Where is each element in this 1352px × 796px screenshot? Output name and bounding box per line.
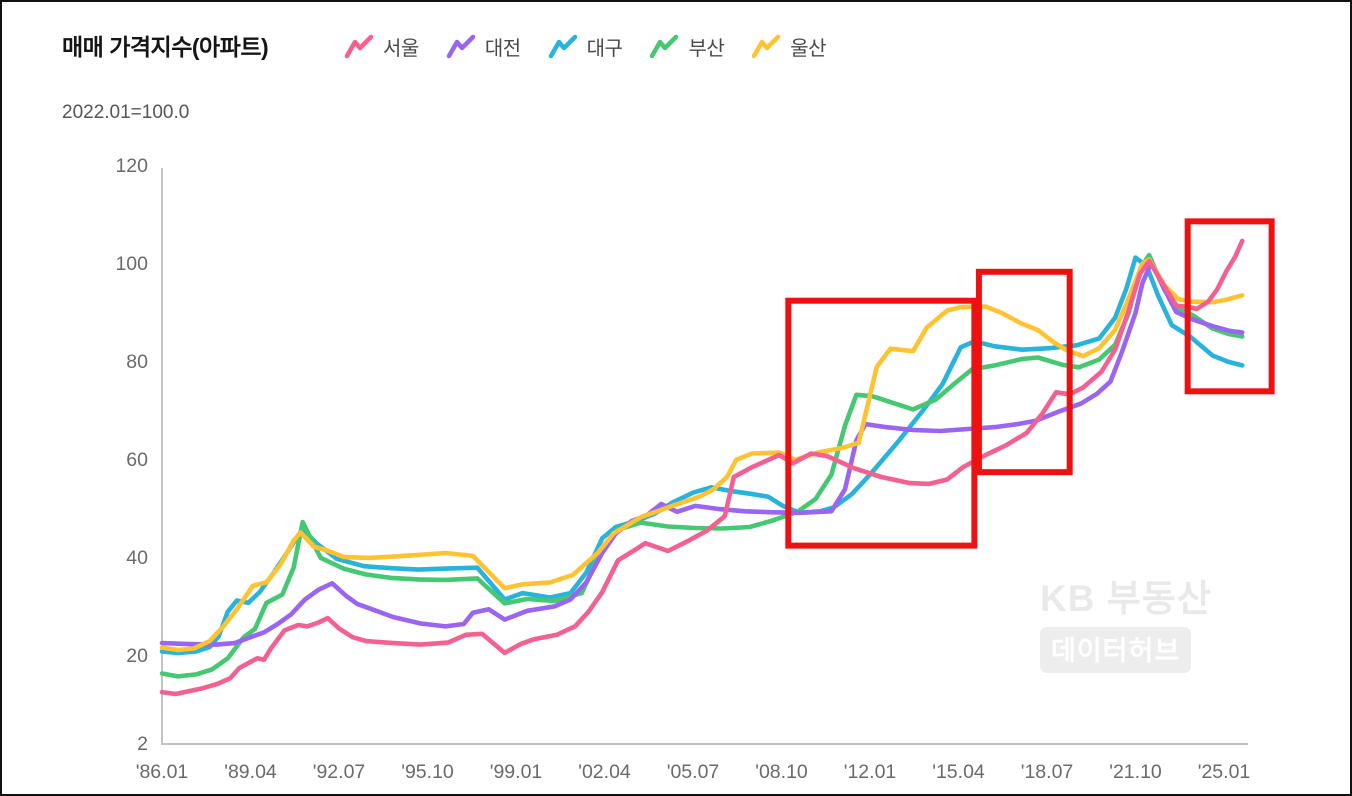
kb-watermark-text: KB 부동산 (1040, 578, 1212, 619)
highlight-box-2 (975, 268, 1073, 476)
watermark: KB 부동산 데이터허브 (1040, 568, 1260, 673)
series-line-부산 (159, 252, 1245, 679)
line-series-icon (548, 34, 577, 58)
y-axis-tick-label: 2 (137, 733, 148, 755)
series-line-서울 (159, 238, 1245, 697)
legend-label-daejeon: 대전 (484, 38, 521, 60)
y-axis-tick-label: 100 (115, 253, 148, 275)
legend-label-busan: 부산 (688, 38, 725, 60)
legend-label-ulsan: 울산 (790, 38, 827, 60)
x-axis-tick-label: '99.01 (490, 761, 543, 783)
line-series-icon (650, 34, 679, 58)
x-axis-tick-label: '95.10 (401, 761, 454, 783)
x-axis-tick-label: '89.04 (224, 761, 277, 783)
legend-label-seoul: 서울 (383, 38, 419, 60)
legend-label-daegu: 대구 (586, 38, 623, 60)
legend-item-seoul: 서울 (344, 32, 419, 61)
line-series-icon (344, 34, 374, 58)
baseline-note: 2022.01=100.0 (62, 102, 190, 123)
y-axis-tick-label: 120 (115, 155, 148, 177)
y-axis-tick-label: 80 (126, 351, 148, 373)
x-axis-tick-label: '02.04 (578, 761, 631, 783)
x-axis-tick-label: '21.10 (1109, 761, 1162, 783)
x-axis-tick-label: '08.10 (755, 761, 808, 783)
line-series-icon (752, 34, 781, 58)
page-title: 매매 가격지수(아파트) (62, 34, 269, 60)
y-axis-tick-label: 20 (126, 645, 148, 667)
highlight-box-1 (785, 297, 978, 549)
x-axis-tick-label: '92.07 (313, 761, 366, 783)
x-axis-tick-label: '86.01 (136, 761, 189, 783)
x-axis-tick-label: '18.07 (1021, 761, 1074, 783)
series-line-울산 (159, 257, 1245, 653)
legend-item-daegu: 대구 (548, 32, 623, 61)
x-axis-tick-label: '25.01 (1198, 761, 1251, 783)
y-axis-tick-label: 40 (126, 547, 148, 569)
x-axis-tick-label: '05.07 (667, 761, 720, 783)
x-axis-tick-label: '12.01 (844, 761, 897, 783)
series-line-대구 (159, 255, 1245, 656)
series-line-대전 (159, 259, 1245, 647)
y-axis-tick-label: 60 (126, 449, 148, 471)
x-axis-tick-label: '15.04 (932, 761, 985, 783)
legend-item-ulsan: 울산 (751, 32, 827, 61)
chart-legend: 서울 대전 대구 부산 울산 (344, 32, 827, 61)
legend-item-busan: 부산 (649, 32, 725, 61)
line-series-icon (446, 34, 476, 58)
highlight-box-3 (1184, 218, 1275, 395)
legend-item-daejeon: 대전 (446, 32, 521, 61)
kb-watermark-badge: 데이터허브 (1040, 627, 1192, 673)
